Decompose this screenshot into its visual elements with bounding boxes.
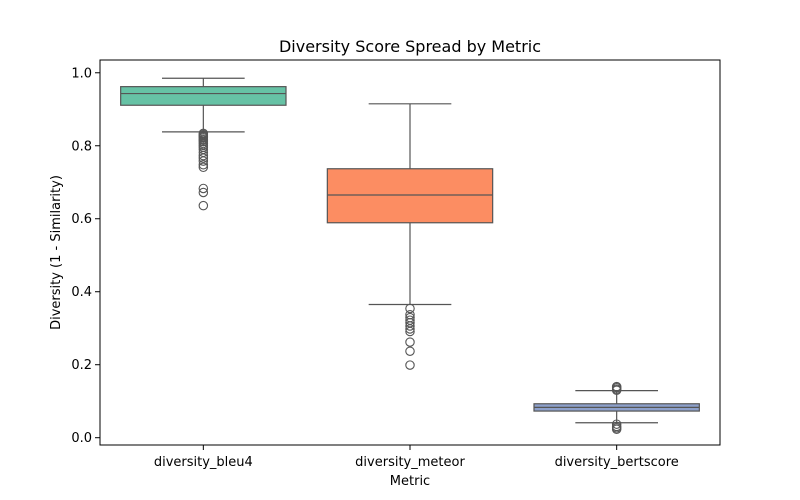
outlier-point [405, 324, 415, 334]
outlier-point [405, 360, 415, 370]
outlier-point [198, 183, 209, 194]
outlier-point [405, 321, 415, 331]
chart-title: Diversity Score Spread by Metric [279, 37, 541, 56]
x-tick-label: diversity_bertscore [555, 455, 679, 470]
box-group [120, 77, 287, 211]
outlier-point [611, 424, 622, 435]
outlier-point [198, 156, 209, 166]
y-axis: 0.0 0.2 0.4 0.6 0.8 1.0 [71, 66, 100, 446]
outlier-point [198, 162, 209, 173]
x-axis-label: Metric [390, 474, 430, 489]
y-tick-label: 1.0 [71, 66, 92, 81]
outlier-point [198, 200, 209, 211]
y-tick-label: 0.8 [71, 139, 92, 154]
outlier-point [405, 337, 415, 347]
outlier-point [405, 303, 415, 314]
box [326, 168, 494, 224]
x-tick-label: diversity_meteor [355, 455, 465, 470]
outlier-point [198, 150, 209, 161]
outlier-point [405, 346, 415, 356]
y-tick-label: 0.2 [71, 358, 92, 373]
outlier-point [611, 385, 622, 396]
box-group [326, 103, 494, 370]
outlier-point [198, 159, 209, 170]
y-tick-label: 0.6 [71, 212, 92, 227]
x-tick-label: diversity_bleu4 [154, 455, 253, 470]
x-axis: diversity_bleu4 diversity_meteor diversity… [154, 445, 679, 470]
box [120, 86, 287, 106]
plot-area [120, 77, 700, 435]
y-tick-label: 0.4 [71, 285, 92, 300]
y-tick-label: 0.0 [71, 431, 92, 446]
box-group [533, 381, 700, 435]
outlier-point [405, 326, 415, 337]
y-axis-label: Diversity (1 - Similarity) [49, 175, 64, 330]
outlier-point [198, 187, 209, 198]
outlier-point [198, 153, 209, 163]
